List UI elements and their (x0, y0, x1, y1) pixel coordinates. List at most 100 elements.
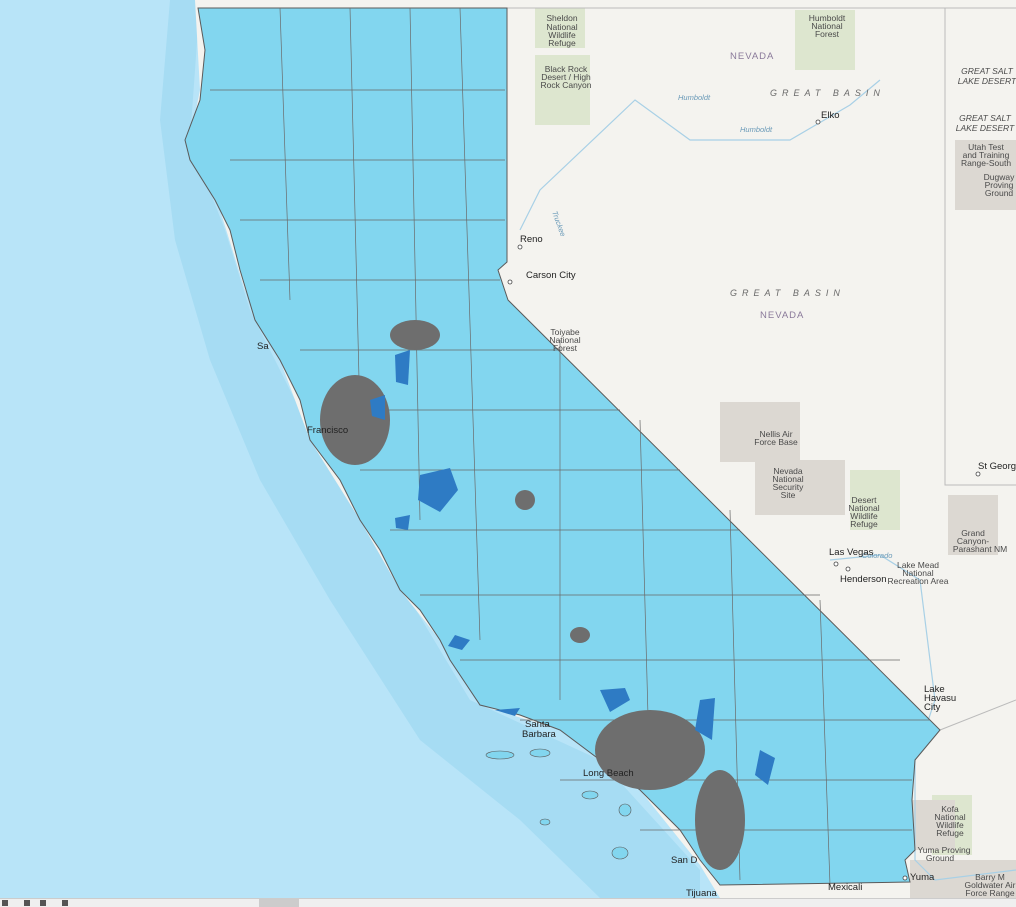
label-yuma: Yuma (910, 872, 935, 883)
label-elko: Elko (821, 110, 839, 121)
map-label-line: Ground (985, 188, 1014, 198)
tract-boundaries (210, 7, 930, 886)
map-label-line: National (848, 503, 879, 513)
california-boundary[interactable] (184, 7, 941, 886)
refresh-icon[interactable] (24, 900, 30, 906)
label-nevada: NEVADA (730, 51, 774, 62)
label-reno: Reno (520, 234, 543, 245)
label-san-diego: San D (671, 855, 698, 866)
map-label-line: and Training (963, 150, 1010, 160)
map-toolbar (0, 898, 1016, 907)
label-san-francisco: Francisco (307, 425, 348, 436)
map-label-line: National (934, 812, 965, 822)
label-tijuana: Tijuana (686, 888, 718, 898)
cursor-icon[interactable] (62, 900, 68, 906)
channel-islands (485, 748, 632, 860)
label-great-basin: GREAT BASIN (730, 288, 845, 298)
map-label-line: Ground (926, 853, 955, 863)
label-gsl-desert: GREAT SALT (959, 113, 1011, 123)
map-label-line: Humboldt (809, 13, 846, 23)
map-label-line: Refuge (850, 519, 878, 529)
map-label-line: Nevada (773, 466, 803, 476)
map-label-line: National (546, 22, 577, 32)
label-great-basin: GREAT BASIN (770, 88, 885, 98)
label-river: Humboldt (740, 125, 773, 134)
map-label-line: Force Base (754, 437, 798, 447)
military-areas (720, 140, 1016, 898)
map-label-line: Dugway (984, 172, 1015, 182)
humboldt-river (519, 79, 881, 231)
map-label-line: National (902, 568, 933, 578)
map-label-line: National (811, 21, 842, 31)
map-label-line: Force Range (965, 888, 1014, 898)
label-nevada: NEVADA (760, 310, 804, 321)
map-label-line: Range-South (961, 158, 1011, 168)
map-label-line: Santa (525, 719, 551, 730)
map-labels: NEVADA NEVADA GREAT BASIN GREAT BASIN GR… (257, 13, 1016, 898)
horizontal-scrollbar[interactable] (259, 899, 299, 907)
map-label-line: Forest (815, 29, 840, 39)
label-gsl-desert: GREAT SALT (961, 66, 1013, 76)
label-carson-city: Carson City (526, 270, 576, 281)
map-label-line: Black Rock (545, 64, 588, 74)
label-henderson: Henderson (840, 574, 886, 585)
map-label-line: Utah Test (968, 142, 1004, 152)
map-label-line: Refuge (548, 38, 576, 48)
map-label-line: National (549, 335, 580, 345)
label-gsl-desert: LAKE DESERT (956, 123, 1015, 133)
map-label-line: Nellis Air (759, 429, 792, 439)
map-label-line: Site (781, 490, 796, 500)
label-st-george: St George (978, 461, 1016, 472)
city-markers (507, 119, 981, 881)
map-label-line: Proving (985, 180, 1014, 190)
map-label-line: Forest (553, 343, 578, 353)
label-gsl-desert: LAKE DESERT (958, 76, 1016, 86)
map-label-line: Wildlife (850, 511, 878, 521)
map-label-line: Recreation Area (888, 576, 949, 586)
map-label-line: City (924, 702, 941, 713)
map-label-line: Desert / High (541, 72, 591, 82)
map-label-line: Toiyabe (550, 327, 580, 337)
pause-icon[interactable] (40, 900, 46, 906)
label-long-beach: Long Beach (583, 768, 634, 779)
map-label-line: Parashant NM (953, 544, 1007, 554)
map-label-line: Goldwater Air (964, 880, 1015, 890)
save-icon[interactable] (2, 900, 8, 906)
map-label-line: Havasu (924, 693, 956, 704)
map-label-line: Wildlife (936, 820, 964, 830)
label-river: Colorado (862, 551, 892, 560)
label-sacramento: Sa (257, 341, 269, 352)
state-borders (507, 7, 1016, 731)
label-river: Humboldt (678, 93, 711, 102)
map-label-line: Lake (924, 684, 945, 695)
map-label-line: Rock Canyon (540, 80, 591, 90)
urban-dense-areas (320, 320, 745, 870)
map-label-line: Lake Mead (897, 560, 939, 570)
map-label-line: Grand (961, 528, 985, 538)
map-label-line: National (772, 474, 803, 484)
label-las-vegas: Las Vegas (829, 547, 874, 558)
map-label-line: Barbara (522, 729, 557, 740)
map-label-line: Yuma Proving (918, 845, 971, 855)
highlighted-tracts (370, 350, 775, 785)
map-label-line: Sheldon (546, 13, 577, 23)
map-label-line: Wildlife (548, 30, 576, 40)
map-label-line: Barry M (975, 872, 1005, 882)
label-mexicali: Mexicali (828, 882, 862, 893)
